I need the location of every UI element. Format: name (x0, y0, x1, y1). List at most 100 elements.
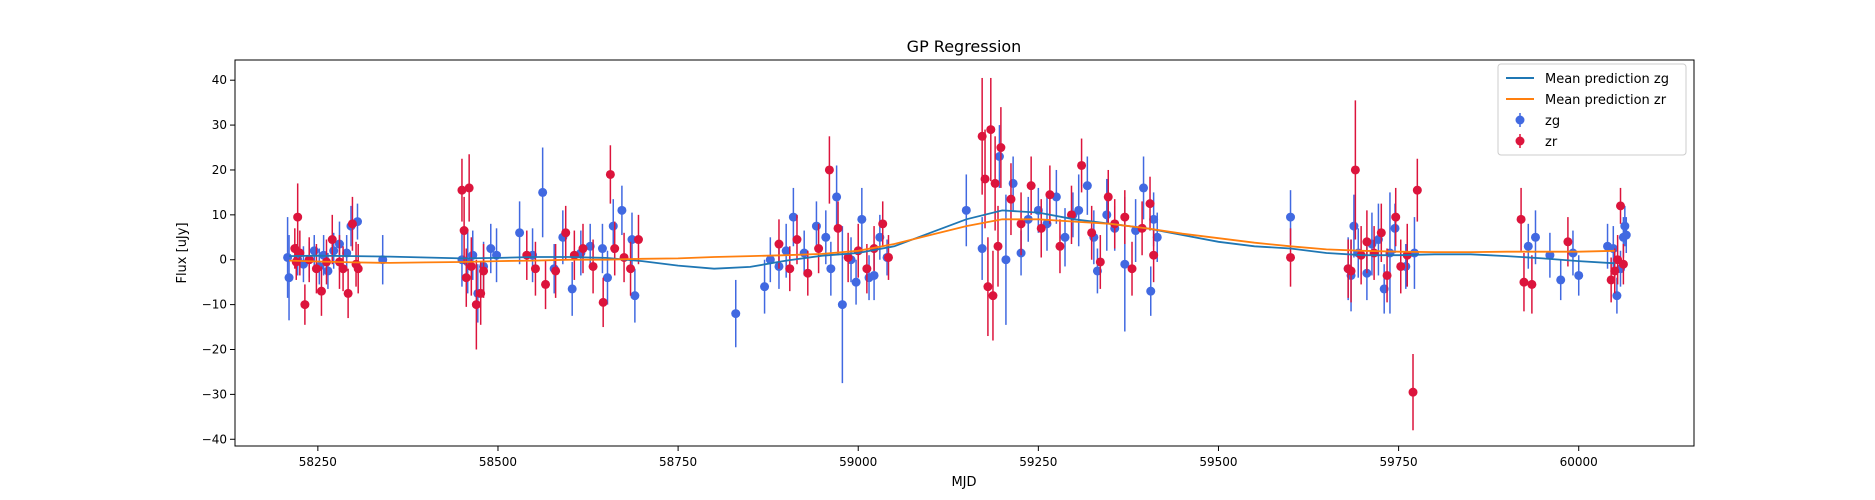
x-tick-label: 58500 (479, 455, 517, 469)
data-point (792, 235, 802, 245)
data-point (811, 221, 821, 231)
y-tick-label: −10 (202, 298, 227, 312)
data-point (459, 226, 469, 236)
data-point (1102, 210, 1112, 220)
data-point (538, 187, 548, 197)
data-point (1606, 275, 1616, 285)
data-point (309, 246, 319, 256)
y-tick-label: 40 (212, 73, 227, 87)
data-point (1127, 264, 1137, 274)
data-point (588, 261, 598, 271)
data-point (869, 270, 879, 280)
data-point (1149, 250, 1159, 260)
data-point (977, 244, 987, 254)
legend-swatch-zg (1515, 113, 1525, 127)
y-tick-label: 10 (212, 208, 227, 222)
data-point (605, 169, 615, 179)
data-point (1616, 201, 1626, 211)
data-point (986, 125, 996, 135)
data-point (857, 214, 867, 224)
data-point (803, 268, 813, 278)
data-point (1286, 212, 1296, 222)
legend-box (1497, 63, 1687, 156)
data-point (1618, 259, 1628, 269)
legend-label-mean-zg: Mean prediction zg (1545, 72, 1669, 87)
data-point (1346, 266, 1356, 276)
data-point (353, 264, 363, 274)
data-point (530, 264, 540, 274)
data-point (1120, 212, 1130, 222)
x-tick-label: 59000 (839, 455, 877, 469)
data-point (515, 228, 525, 238)
data-point (883, 252, 893, 262)
y-tick-label: 30 (212, 118, 227, 132)
data-point (862, 264, 872, 274)
data-point (832, 192, 842, 202)
data-point (988, 291, 998, 301)
data-point (597, 244, 607, 254)
data-point (1149, 214, 1159, 224)
data-point (1286, 252, 1296, 262)
data-point (1621, 230, 1631, 240)
data-point (1382, 270, 1392, 280)
data-point (878, 219, 888, 229)
data-point (1376, 228, 1386, 238)
data-point (1087, 228, 1097, 238)
data-point (541, 279, 551, 289)
data-point (464, 183, 474, 193)
data-point (826, 264, 836, 274)
legend-swatch-zr (1515, 134, 1525, 148)
legend-label-zg: zg (1545, 114, 1560, 129)
x-axis-label: MJD (951, 475, 976, 490)
data-point (1620, 221, 1630, 231)
data-point (343, 288, 353, 298)
data-point (1095, 257, 1105, 267)
data-point (578, 244, 588, 254)
data-point (323, 266, 333, 276)
data-point (1369, 248, 1379, 258)
data-point (1139, 183, 1149, 193)
data-point (774, 239, 784, 249)
data-point (843, 252, 853, 262)
data-point (626, 264, 636, 274)
data-point (457, 185, 467, 195)
data-point (837, 300, 847, 310)
data-point (851, 277, 861, 287)
data-point (1016, 219, 1026, 229)
data-point (1408, 387, 1418, 397)
data-point (781, 246, 791, 256)
data-point (1146, 286, 1156, 296)
data-point (788, 212, 798, 222)
legend-label-zr: zr (1545, 135, 1558, 150)
series-line-mean-prediction-zr (288, 218, 1615, 264)
data-point (1568, 248, 1578, 258)
y-tick-label: −30 (202, 387, 227, 401)
data-point (961, 205, 971, 215)
data-point (471, 300, 481, 310)
data-point (608, 221, 618, 231)
y-tick-label: 0 (219, 253, 227, 267)
data-point (990, 178, 1000, 188)
data-point (569, 250, 579, 260)
data-point (1066, 210, 1076, 220)
data-point (602, 273, 612, 283)
x-tick-label: 59250 (1019, 455, 1057, 469)
data-point (633, 235, 643, 245)
data-point (1055, 241, 1065, 251)
data-point (993, 241, 1003, 251)
data-point (610, 244, 620, 254)
data-point (1574, 270, 1584, 280)
data-point (765, 255, 775, 265)
chart-title: GP Regression (907, 37, 1022, 56)
data-point (466, 261, 476, 271)
data-point (833, 223, 843, 233)
y-tick-label: −40 (202, 432, 227, 446)
data-point (567, 284, 577, 294)
data-point (983, 282, 993, 292)
data-point (1563, 237, 1573, 247)
x-tick-label: 58250 (299, 455, 337, 469)
data-point (1082, 181, 1092, 191)
series-layer (283, 77, 1631, 431)
data-point (300, 300, 310, 310)
data-point (1036, 223, 1046, 233)
